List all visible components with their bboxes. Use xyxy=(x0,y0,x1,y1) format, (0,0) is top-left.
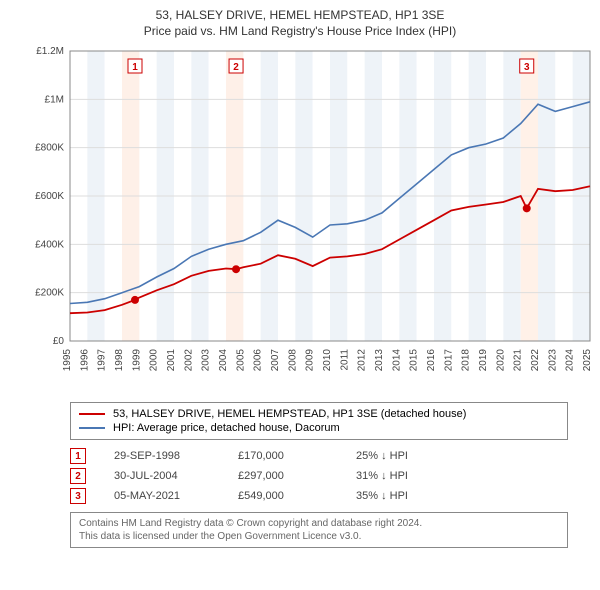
svg-text:2006: 2006 xyxy=(253,349,264,372)
svg-text:2023: 2023 xyxy=(547,349,558,372)
legend-row-red: 53, HALSEY DRIVE, HEMEL HEMPSTEAD, HP1 3… xyxy=(79,407,559,421)
event-badge: 3 xyxy=(70,488,86,504)
svg-text:2001: 2001 xyxy=(166,349,177,372)
legend-swatch-blue xyxy=(79,427,105,429)
svg-text:1998: 1998 xyxy=(114,349,125,372)
events-list: 1 29-SEP-1998 £170,000 25% ↓ HPI 2 30-JUL-200… xyxy=(10,446,590,506)
svg-text:2011: 2011 xyxy=(339,349,350,371)
svg-text:£200K: £200K xyxy=(35,288,64,299)
svg-text:2021: 2021 xyxy=(513,349,524,372)
event-row: 3 05-MAY-2021 £549,000 35% ↓ HPI xyxy=(70,486,590,506)
svg-text:2010: 2010 xyxy=(322,349,333,372)
svg-text:2004: 2004 xyxy=(218,349,229,372)
legend-label-blue: HPI: Average price, detached house, Daco… xyxy=(113,422,340,434)
legend-swatch-red xyxy=(79,413,105,415)
svg-text:2008: 2008 xyxy=(287,349,298,372)
event-row: 2 30-JUL-2004 £297,000 31% ↓ HPI xyxy=(70,466,590,486)
svg-text:2002: 2002 xyxy=(183,349,194,372)
legend-box: 53, HALSEY DRIVE, HEMEL HEMPSTEAD, HP1 3… xyxy=(70,402,568,440)
svg-text:£0: £0 xyxy=(53,336,65,347)
event-row: 1 29-SEP-1998 £170,000 25% ↓ HPI xyxy=(70,446,590,466)
svg-text:2005: 2005 xyxy=(235,349,246,372)
event-price: £297,000 xyxy=(238,470,328,482)
svg-text:2018: 2018 xyxy=(461,349,472,372)
svg-text:2016: 2016 xyxy=(426,349,437,372)
svg-text:2020: 2020 xyxy=(495,349,506,372)
svg-text:1997: 1997 xyxy=(97,349,108,372)
svg-text:2022: 2022 xyxy=(530,349,541,372)
svg-text:2025: 2025 xyxy=(582,349,592,372)
legend-label-red: 53, HALSEY DRIVE, HEMEL HEMPSTEAD, HP1 3… xyxy=(113,408,466,420)
svg-text:2024: 2024 xyxy=(565,349,576,372)
event-badge: 1 xyxy=(70,448,86,464)
svg-text:£600K: £600K xyxy=(35,191,64,202)
event-date: 29-SEP-1998 xyxy=(114,450,210,462)
event-price: £549,000 xyxy=(238,490,328,502)
svg-text:2: 2 xyxy=(233,62,239,73)
event-price: £170,000 xyxy=(238,450,328,462)
svg-text:2013: 2013 xyxy=(374,349,385,372)
svg-text:2014: 2014 xyxy=(391,349,402,372)
event-delta: 31% ↓ HPI xyxy=(356,470,408,482)
svg-text:£400K: £400K xyxy=(35,240,64,251)
svg-text:2003: 2003 xyxy=(201,349,212,372)
svg-text:£800K: £800K xyxy=(35,143,64,154)
svg-text:2017: 2017 xyxy=(443,349,454,372)
svg-text:3: 3 xyxy=(524,62,530,73)
title-line-2: Price paid vs. HM Land Registry's House … xyxy=(10,24,590,40)
svg-text:£1M: £1M xyxy=(45,95,64,106)
svg-text:2007: 2007 xyxy=(270,349,281,372)
svg-text:1995: 1995 xyxy=(62,349,73,372)
svg-text:1: 1 xyxy=(132,62,138,73)
legend-row-blue: HPI: Average price, detached house, Daco… xyxy=(79,421,559,435)
chart-container: 53, HALSEY DRIVE, HEMEL HEMPSTEAD, HP1 3… xyxy=(0,0,600,554)
footer-line-1: Contains HM Land Registry data © Crown c… xyxy=(79,517,559,530)
event-date: 30-JUL-2004 xyxy=(114,470,210,482)
event-badge: 2 xyxy=(70,468,86,484)
title-line-1: 53, HALSEY DRIVE, HEMEL HEMPSTEAD, HP1 3… xyxy=(10,8,590,24)
svg-text:2000: 2000 xyxy=(149,349,160,372)
svg-text:2012: 2012 xyxy=(357,349,368,372)
footer-line-2: This data is licensed under the Open Gov… xyxy=(79,530,559,543)
svg-text:1999: 1999 xyxy=(131,349,142,372)
event-delta: 35% ↓ HPI xyxy=(356,490,408,502)
svg-text:2009: 2009 xyxy=(305,349,316,372)
footer-note: Contains HM Land Registry data © Crown c… xyxy=(70,512,568,548)
event-delta: 25% ↓ HPI xyxy=(356,450,408,462)
price-chart: £0 £200K £400K £600K £800K £1M £1.2M 1995 1996 19… xyxy=(10,45,592,391)
svg-text:1996: 1996 xyxy=(79,349,90,372)
svg-text:£1.2M: £1.2M xyxy=(36,46,64,57)
event-date: 05-MAY-2021 xyxy=(114,490,210,502)
svg-text:2019: 2019 xyxy=(478,349,489,372)
chart-area: £0 £200K £400K £600K £800K £1M £1.2M 1995 1996 19… xyxy=(10,45,590,396)
svg-text:2015: 2015 xyxy=(409,349,420,372)
